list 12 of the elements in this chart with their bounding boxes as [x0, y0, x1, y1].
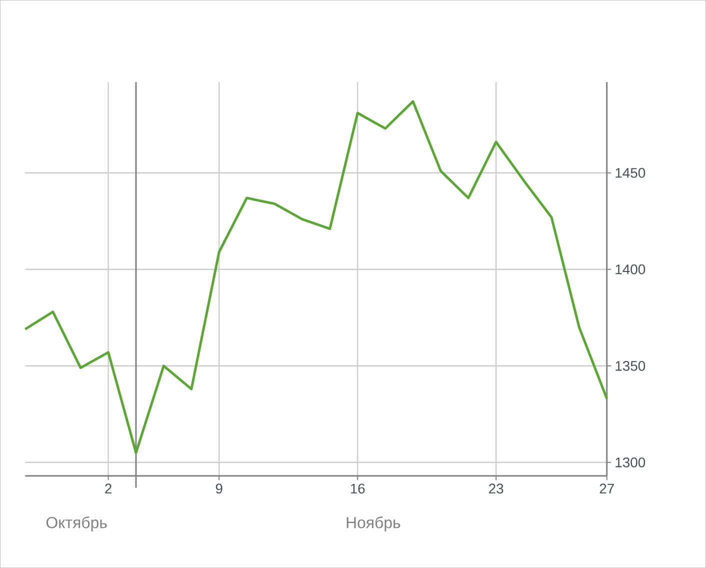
text: Ноябрь: [346, 516, 400, 532]
x-tick-label: 2: [105, 484, 112, 494]
y-tick-label: 1300: [616, 457, 646, 468]
line-series: [24, 100, 608, 454]
x-tick-label: 23: [489, 484, 504, 494]
x-tick-label: 16: [350, 484, 365, 494]
x-tick-label: 9: [216, 484, 222, 494]
y-tick-label: 1400: [616, 264, 646, 274]
text: Октябрь: [46, 516, 107, 532]
y-tick-label: 1450: [616, 168, 646, 178]
x-tick-label: 27: [600, 484, 614, 494]
y-tick-label: 1350: [616, 360, 646, 371]
